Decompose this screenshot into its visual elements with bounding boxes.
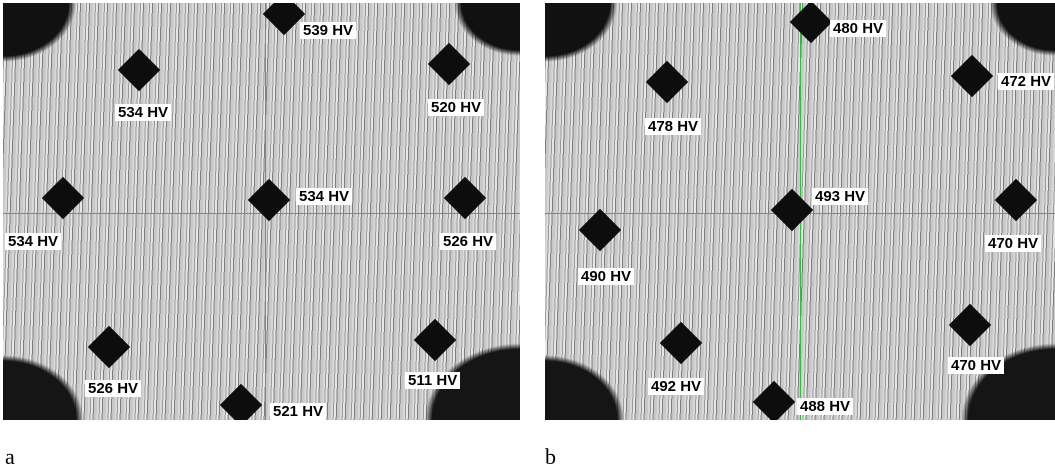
figure: 539 HV 534 HV 520 HV 534 HV 534 HV 526 HV 526 … [0, 0, 1055, 475]
hardness-label: 526 HV [85, 380, 141, 397]
hardness-label: 488 HV [797, 398, 853, 415]
indentation [428, 43, 470, 85]
panel-caption: a [5, 444, 15, 470]
indentation [118, 49, 160, 91]
indentation [220, 384, 262, 420]
indentation [949, 304, 991, 346]
micrograph: 539 HV 534 HV 520 HV 534 HV 534 HV 526 HV 526 … [3, 3, 520, 420]
hardness-label: 511 HV [405, 372, 460, 389]
hardness-label: 539 HV [300, 22, 356, 39]
indentation [951, 55, 993, 97]
indentation [790, 3, 832, 43]
hardness-label: 492 HV [648, 378, 704, 395]
hardness-label: 480 HV [830, 20, 886, 37]
indentation [660, 322, 702, 364]
hardness-label: 470 HV [948, 357, 1004, 374]
hardness-label: 534 HV [5, 233, 61, 250]
indentation [771, 189, 813, 231]
indentation [248, 179, 290, 221]
indentation [579, 209, 621, 251]
hardness-label: 534 HV [296, 188, 352, 205]
indentation [995, 179, 1037, 221]
hardness-label: 534 HV [115, 104, 171, 121]
indentation [646, 61, 688, 103]
hardness-label: 490 HV [578, 268, 634, 285]
hardness-label: 472 HV [998, 73, 1054, 90]
hardness-label: 470 HV [985, 235, 1041, 252]
indentation [88, 326, 130, 368]
hardness-label: 493 HV [812, 188, 868, 205]
micrograph: 480 HV 478 HV 472 HV 493 HV 490 HV 470 HV 470 … [545, 3, 1055, 420]
indentation [263, 3, 305, 35]
hardness-label: 526 HV [440, 233, 496, 250]
indentation [414, 319, 456, 361]
panel-caption: b [545, 444, 556, 470]
hardness-label: 520 HV [428, 99, 484, 116]
indentation [753, 381, 795, 420]
hardness-label: 521 HV [270, 403, 326, 420]
hardness-label: 478 HV [645, 118, 701, 135]
